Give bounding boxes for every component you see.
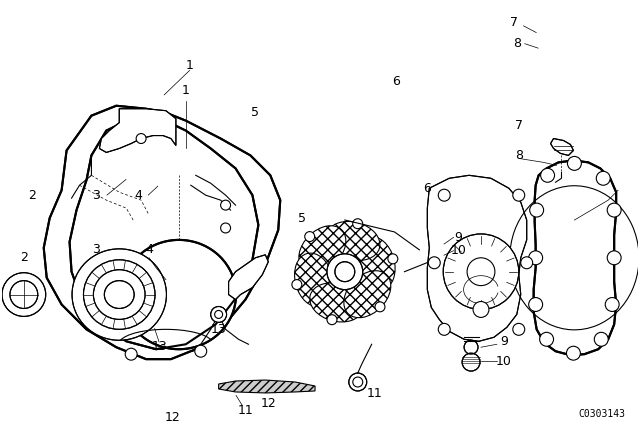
Ellipse shape bbox=[83, 260, 155, 329]
Circle shape bbox=[529, 297, 543, 311]
Text: 2: 2 bbox=[29, 189, 36, 202]
Text: 6: 6 bbox=[424, 182, 431, 195]
Polygon shape bbox=[219, 380, 315, 393]
Circle shape bbox=[513, 323, 525, 335]
Text: 9: 9 bbox=[500, 335, 508, 348]
Text: 8: 8 bbox=[513, 37, 521, 50]
Circle shape bbox=[211, 306, 227, 323]
Circle shape bbox=[595, 332, 608, 346]
Text: 7: 7 bbox=[515, 119, 523, 132]
Text: 4: 4 bbox=[135, 189, 143, 202]
Ellipse shape bbox=[93, 270, 145, 319]
Ellipse shape bbox=[72, 249, 166, 340]
Polygon shape bbox=[99, 109, 176, 152]
Ellipse shape bbox=[310, 283, 364, 322]
Circle shape bbox=[596, 171, 610, 185]
Text: 5: 5 bbox=[251, 106, 259, 119]
Ellipse shape bbox=[326, 221, 380, 261]
Text: 11: 11 bbox=[237, 404, 253, 417]
Circle shape bbox=[375, 302, 385, 312]
Circle shape bbox=[428, 257, 440, 269]
Text: 8: 8 bbox=[515, 149, 523, 162]
Circle shape bbox=[566, 346, 580, 360]
Ellipse shape bbox=[122, 240, 236, 349]
Text: 2: 2 bbox=[20, 251, 28, 264]
Circle shape bbox=[438, 189, 450, 201]
Text: C0303143: C0303143 bbox=[579, 409, 625, 419]
Text: 12: 12 bbox=[260, 397, 276, 410]
Circle shape bbox=[513, 189, 525, 201]
Polygon shape bbox=[228, 255, 268, 300]
Circle shape bbox=[125, 348, 137, 360]
Circle shape bbox=[444, 234, 519, 310]
Circle shape bbox=[605, 297, 619, 311]
Circle shape bbox=[540, 332, 554, 346]
Circle shape bbox=[388, 254, 398, 264]
Text: 3: 3 bbox=[92, 189, 100, 202]
Circle shape bbox=[327, 315, 337, 325]
Ellipse shape bbox=[344, 271, 391, 318]
Circle shape bbox=[335, 262, 355, 282]
Text: 13: 13 bbox=[151, 340, 167, 353]
Circle shape bbox=[305, 232, 315, 241]
Circle shape bbox=[529, 251, 543, 265]
Text: 13: 13 bbox=[211, 323, 227, 336]
Text: 10: 10 bbox=[451, 244, 467, 257]
Text: 10: 10 bbox=[496, 355, 512, 368]
Text: 6: 6 bbox=[392, 75, 400, 88]
Circle shape bbox=[292, 280, 302, 289]
Circle shape bbox=[464, 340, 478, 354]
Circle shape bbox=[327, 254, 363, 289]
Circle shape bbox=[462, 353, 480, 371]
Circle shape bbox=[467, 258, 495, 286]
Polygon shape bbox=[70, 119, 259, 349]
Text: 9: 9 bbox=[454, 231, 463, 244]
Circle shape bbox=[541, 168, 554, 182]
Text: 5: 5 bbox=[298, 211, 306, 224]
Polygon shape bbox=[44, 106, 280, 359]
Circle shape bbox=[195, 345, 207, 357]
Circle shape bbox=[353, 219, 363, 228]
Text: 12: 12 bbox=[164, 411, 180, 424]
Ellipse shape bbox=[104, 280, 134, 309]
Circle shape bbox=[438, 323, 450, 335]
Ellipse shape bbox=[299, 226, 346, 273]
Circle shape bbox=[136, 134, 146, 143]
Text: 3: 3 bbox=[92, 243, 100, 256]
Circle shape bbox=[349, 373, 367, 391]
Circle shape bbox=[221, 200, 230, 210]
Circle shape bbox=[607, 251, 621, 265]
Circle shape bbox=[221, 223, 230, 233]
Circle shape bbox=[353, 377, 363, 387]
Circle shape bbox=[2, 273, 45, 316]
Polygon shape bbox=[428, 175, 527, 341]
Circle shape bbox=[530, 203, 543, 217]
Text: 11: 11 bbox=[367, 388, 383, 401]
Text: 7: 7 bbox=[510, 16, 518, 29]
Circle shape bbox=[214, 310, 223, 319]
Text: 1: 1 bbox=[182, 84, 190, 97]
Polygon shape bbox=[550, 138, 573, 155]
Circle shape bbox=[568, 156, 581, 170]
Polygon shape bbox=[534, 160, 616, 355]
Ellipse shape bbox=[356, 237, 395, 290]
Circle shape bbox=[607, 203, 621, 217]
Ellipse shape bbox=[294, 253, 333, 307]
Text: 1: 1 bbox=[186, 60, 193, 73]
Circle shape bbox=[521, 257, 532, 269]
Circle shape bbox=[10, 280, 38, 309]
Circle shape bbox=[473, 302, 489, 318]
Text: 4: 4 bbox=[145, 243, 153, 256]
